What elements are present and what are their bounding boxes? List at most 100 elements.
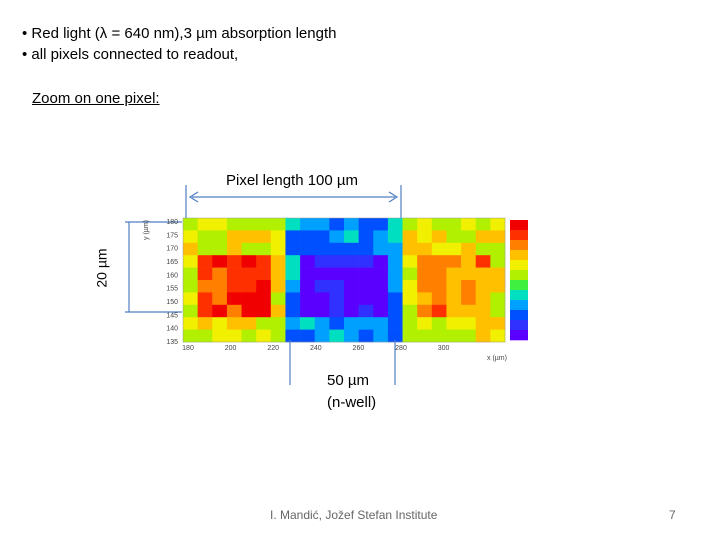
heatmap-cell <box>197 292 213 306</box>
heatmap-cell <box>241 267 257 281</box>
heatmap-cell <box>241 255 257 268</box>
heatmap-cell <box>461 267 477 281</box>
heatmap-cell <box>212 329 228 343</box>
heatmap-cell <box>226 230 242 244</box>
heatmap-cell <box>226 255 242 268</box>
heatmap-cell <box>358 292 374 306</box>
heatmap-cell <box>461 304 477 318</box>
heatmap-cell <box>183 230 198 244</box>
color-bar-step <box>510 315 528 321</box>
heatmap-cell <box>402 255 418 268</box>
heatmap-cell <box>358 255 374 268</box>
heatmap-cell <box>446 230 462 244</box>
heatmap-cell <box>402 267 418 281</box>
color-bar-step <box>510 305 528 311</box>
heatmap-cell <box>197 280 213 293</box>
heatmap-cell <box>358 230 374 244</box>
color-bar-step <box>510 285 528 291</box>
heatmap-cell <box>446 292 462 306</box>
heatmap-cell <box>373 267 389 281</box>
heatmap-cell <box>446 329 462 343</box>
heatmap-cell <box>402 242 418 256</box>
heatmap-cell <box>197 230 213 244</box>
heatmap-cell <box>241 280 257 293</box>
heatmap-cell <box>183 242 198 256</box>
heatmap-cell <box>285 304 301 318</box>
x-tick-label: 280 <box>395 345 407 352</box>
heatmap-cell <box>461 255 477 268</box>
color-bar-step <box>510 260 528 266</box>
heatmap-cell <box>475 242 491 256</box>
heatmap-cell <box>285 242 301 256</box>
heatmap-cell <box>212 280 228 293</box>
heatmap-cell <box>256 267 272 281</box>
heatmap-cell <box>285 218 301 231</box>
heatmap-cell <box>461 292 477 306</box>
y-tick-label: 175 <box>166 232 178 239</box>
color-bar-step <box>510 235 528 241</box>
heatmap-cell <box>212 242 228 256</box>
heatmap-cell <box>475 267 491 281</box>
heatmap-cell <box>344 329 359 343</box>
heatmap-cell <box>344 242 359 256</box>
x-axis-label: x (µm) <box>487 355 507 362</box>
heatmap-cell <box>241 304 257 318</box>
heatmap-cell <box>475 329 491 343</box>
heatmap-frame <box>182 217 506 343</box>
heatmap-cell <box>226 329 242 343</box>
heatmap-cell <box>387 329 403 343</box>
heatmap-cell <box>446 242 462 256</box>
heatmap-cell <box>402 317 418 330</box>
heatmap-cell <box>329 230 345 244</box>
heatmap-cell <box>358 317 374 330</box>
heatmap-cell <box>314 329 330 343</box>
heatmap-cell <box>329 242 345 256</box>
heatmap-cell <box>373 304 389 318</box>
heatmap-cell <box>358 304 374 318</box>
heatmap-cell <box>431 317 447 330</box>
color-bar-step <box>510 275 528 281</box>
heatmap-cell <box>387 267 403 281</box>
heatmap-cell <box>197 242 213 256</box>
color-bar-step <box>510 225 528 231</box>
y-tick-label: 160 <box>166 272 178 279</box>
x-tick-label: 260 <box>353 345 365 352</box>
heatmap-cell <box>344 267 359 281</box>
heatmap-cell <box>461 280 477 293</box>
heatmap-cell <box>300 230 316 244</box>
annotation-lines <box>125 185 402 385</box>
heatmap-cell <box>373 255 389 268</box>
heatmap-cell <box>329 267 345 281</box>
heatmap-cell <box>446 280 462 293</box>
heatmap-cell <box>197 267 213 281</box>
heatmap-cell <box>314 267 330 281</box>
heatmap-cell <box>314 280 330 293</box>
heatmap-cell <box>417 230 433 244</box>
heatmap-cell <box>475 255 491 268</box>
color-bar-step <box>510 240 528 246</box>
heatmap-cell <box>387 292 403 306</box>
heatmap-cell <box>373 230 389 244</box>
color-bar-step <box>510 255 528 261</box>
heatmap-cell <box>226 267 242 281</box>
heatmap-cell <box>373 329 389 343</box>
heatmap-cell <box>344 304 359 318</box>
heatmap-cell <box>387 218 403 231</box>
heatmap-cell <box>417 304 433 318</box>
color-bar-step <box>510 265 528 271</box>
heatmap-cell <box>431 230 447 244</box>
heatmap-cell <box>300 329 316 343</box>
heatmap-cell <box>490 230 506 244</box>
heatmap-cell <box>358 242 374 256</box>
x-tick-label: 200 <box>225 345 237 352</box>
footer-author: I. Mandić, Jožef Stefan Institute <box>270 508 438 522</box>
x-tick-label: 300 <box>438 345 450 352</box>
heatmap-cell <box>475 218 491 231</box>
heatmap-cell <box>270 280 286 293</box>
heatmap-cell <box>197 255 213 268</box>
heatmap-cell <box>475 230 491 244</box>
color-bar-step <box>510 330 528 336</box>
heatmap-cells <box>183 218 506 343</box>
